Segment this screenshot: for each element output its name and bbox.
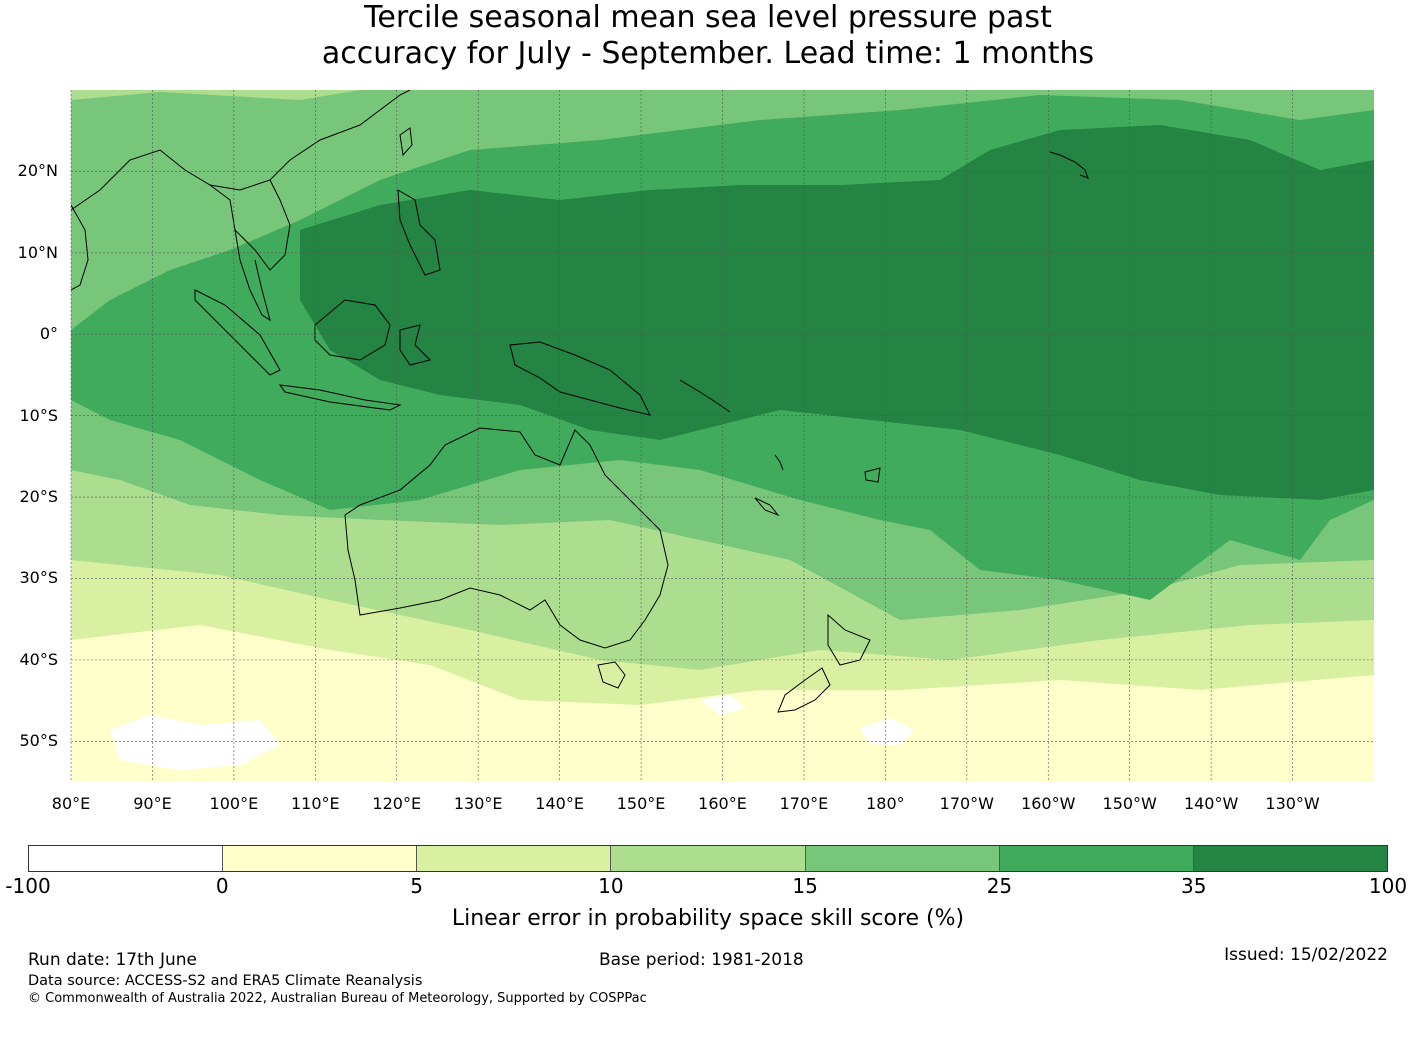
map-title-line-2: accuracy for July - September. Lead time… (321, 36, 1095, 71)
coastline-sulawesi (399, 324, 431, 366)
issued-date: Issued: 15/02/2022 (1224, 945, 1388, 965)
longitude-label: 160°E (698, 794, 747, 813)
colorbar-tick-label: 10 (598, 874, 624, 898)
copyright: © Commonwealth of Australia 2022, Austra… (28, 991, 647, 1006)
colorbar-segment (805, 846, 1000, 871)
graticule (70, 90, 1374, 782)
colorbar-segment (417, 846, 612, 871)
longitude-label: 130°E (453, 794, 503, 813)
latitude-label: 50°S (19, 731, 58, 751)
coastline-fiji (864, 467, 881, 483)
longitude-label: 150°E (616, 794, 666, 813)
colorbar (28, 845, 1388, 872)
coastline-borneo (314, 299, 391, 361)
colorbar-tick-label: 35 (1180, 874, 1207, 898)
coastline-solomon-islands (679, 379, 731, 413)
coastlines (71, 90, 1089, 713)
latitude-label: 20°S (19, 487, 58, 507)
field-negative-patch (110, 715, 280, 770)
latitude-label: 40°S (19, 649, 58, 669)
longitude-label: 140°E (535, 794, 584, 813)
colorbar-label: Linear error in probability space skill … (451, 906, 965, 931)
coastline-philippines (397, 189, 441, 276)
coastline-java (278, 384, 402, 411)
colorbar-tick-label: -100 (5, 874, 51, 898)
colorbar-tick-label: 15 (792, 874, 818, 898)
coastline-taiwan (399, 127, 413, 157)
longitude-label: 180° (866, 794, 905, 813)
latitude-label: 10°S (19, 405, 58, 425)
colorbar-tick-label: 25 (986, 874, 1013, 898)
longitude-label: 140°W (1183, 794, 1239, 813)
longitude-label: 100°E (209, 794, 259, 813)
coastline-asia-mainland (71, 90, 411, 211)
longitude-label: 160°W (1021, 794, 1076, 813)
latitude-label: 20°N (17, 161, 58, 181)
latitude-label: 30°S (19, 568, 58, 588)
coastline-india (71, 204, 89, 291)
colorbar-segment (29, 846, 224, 871)
coastline-vanuatu (774, 454, 784, 471)
longitude-label: 130°W (1265, 794, 1320, 813)
coastline-malay-peninsula (234, 229, 271, 322)
colorbar-segment (999, 846, 1194, 871)
coastline-tasmania (597, 661, 626, 689)
colorbar-segment (1193, 846, 1387, 871)
colorbar-tick-label: 5 (410, 874, 423, 898)
coastline-new-guinea (509, 341, 651, 416)
map-title: Tercile seasonal mean sea level pressure… (0, 0, 1416, 72)
field-band-35-100 (300, 125, 1374, 500)
latitude-label: 10°N (17, 242, 58, 262)
coastline-australia (344, 427, 669, 649)
coastline-indochina (209, 179, 291, 271)
longitude-label: 80°E (51, 794, 91, 813)
field-negative-patch-3 (700, 695, 745, 715)
run-date: Run date: 17th June (28, 950, 197, 970)
skill-score-map (70, 90, 1374, 782)
coastline-new-caledonia (754, 497, 780, 517)
longitude-label: 170°E (779, 794, 829, 813)
colorbar-tick-label: 100 (1368, 874, 1408, 898)
longitude-label: 110°E (290, 794, 340, 813)
longitude-label: 150°W (1102, 794, 1157, 813)
longitude-label: 90°E (133, 794, 172, 813)
coastline-hawaii (1049, 151, 1089, 179)
data-source: Data source: ACCESS-S2 and ERA5 Climate … (28, 973, 423, 989)
longitude-label: 120°E (372, 794, 422, 813)
coastline-new-zealand-south (777, 667, 831, 713)
coastline-sumatra (194, 289, 281, 376)
base-period: Base period: 1981-2018 (599, 950, 804, 970)
colorbar-segment (611, 846, 806, 871)
longitude-label: 170°W (939, 794, 994, 813)
latitude-label: 0° (39, 324, 58, 344)
map-title-line-1: Tercile seasonal mean sea level pressure… (364, 0, 1052, 35)
colorbar-segment (223, 846, 418, 871)
field-negative-patch-2 (860, 718, 915, 745)
colorbar-tick-label: 0 (215, 874, 229, 898)
